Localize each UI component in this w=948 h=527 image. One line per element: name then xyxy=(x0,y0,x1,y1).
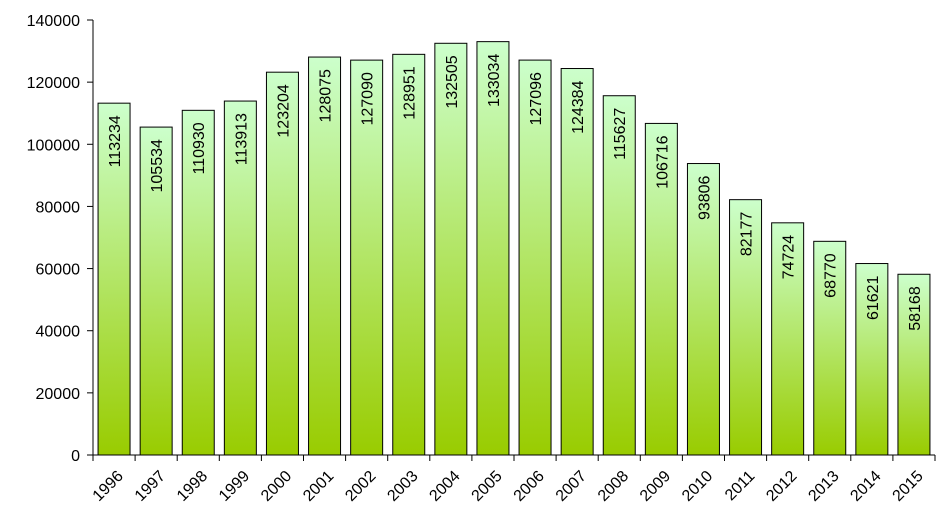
value-label: 58168 xyxy=(907,286,924,331)
x-tick-label: 2003 xyxy=(384,468,421,505)
x-tick-label: 2013 xyxy=(805,468,842,505)
x-tick-label: 2010 xyxy=(679,468,716,505)
value-label: 115627 xyxy=(612,108,629,160)
value-label: 128075 xyxy=(318,69,335,122)
bar xyxy=(855,263,889,456)
bar xyxy=(602,95,636,456)
y-tick-label: 60000 xyxy=(36,262,81,279)
bar xyxy=(434,42,468,456)
bar xyxy=(686,163,720,456)
bar xyxy=(139,126,173,456)
value-label: 133034 xyxy=(486,54,503,107)
x-tick-label: 2005 xyxy=(469,468,506,505)
bar xyxy=(560,68,594,456)
x-tick-label: 2014 xyxy=(847,468,884,505)
bar xyxy=(350,59,384,456)
x-tick-label: 2007 xyxy=(553,468,590,505)
value-label: 74724 xyxy=(781,235,798,280)
x-tick-label: 2012 xyxy=(763,468,800,505)
x-tick-label: 2001 xyxy=(300,468,337,505)
x-tick-label: 2006 xyxy=(511,468,548,505)
y-tick-label: 140000 xyxy=(27,13,80,30)
value-label: 61621 xyxy=(865,275,882,320)
bar xyxy=(518,59,552,456)
bar xyxy=(771,222,805,456)
x-tick-label: 2004 xyxy=(426,468,463,505)
bar xyxy=(644,122,678,456)
bar xyxy=(223,100,257,456)
bar xyxy=(181,109,215,456)
value-label: 110930 xyxy=(191,122,208,174)
y-tick-label: 80000 xyxy=(36,199,81,216)
y-tick-label: 40000 xyxy=(36,324,81,341)
value-label: 127096 xyxy=(528,72,545,125)
value-label: 113913 xyxy=(233,113,250,165)
value-label: 106716 xyxy=(654,135,671,188)
y-tick-label: 0 xyxy=(71,448,80,465)
bar xyxy=(308,56,342,456)
x-tick-label: 2011 xyxy=(722,468,758,504)
x-tick-label: 2015 xyxy=(890,468,927,505)
x-tick-label: 1998 xyxy=(174,468,211,505)
bar xyxy=(476,41,510,456)
x-tick-label: 1999 xyxy=(216,468,253,505)
value-label: 127090 xyxy=(360,72,377,125)
x-tick-label: 2002 xyxy=(342,468,379,505)
x-tick-label: 1997 xyxy=(132,468,169,505)
x-tick-label: 2000 xyxy=(258,468,295,505)
value-label: 123204 xyxy=(275,84,292,137)
y-tick-label: 20000 xyxy=(36,386,81,403)
bar xyxy=(97,102,131,456)
value-label: 132505 xyxy=(444,55,461,108)
value-label: 93806 xyxy=(696,175,713,220)
x-tick-label: 1996 xyxy=(90,468,127,505)
x-tick-label: 2008 xyxy=(595,468,632,505)
value-label: 113234 xyxy=(107,115,124,167)
bar xyxy=(392,53,426,456)
value-label: 68770 xyxy=(823,253,840,298)
x-tick-label: 2009 xyxy=(637,468,674,505)
value-label: 82177 xyxy=(739,212,756,257)
y-tick-label: 100000 xyxy=(27,137,80,154)
y-tick-label: 120000 xyxy=(27,75,80,92)
bar xyxy=(813,240,847,456)
value-label: 128951 xyxy=(402,66,419,119)
value-label: 124384 xyxy=(570,80,587,133)
value-label: 105534 xyxy=(149,139,166,192)
bar xyxy=(729,199,763,456)
bar xyxy=(897,273,931,456)
